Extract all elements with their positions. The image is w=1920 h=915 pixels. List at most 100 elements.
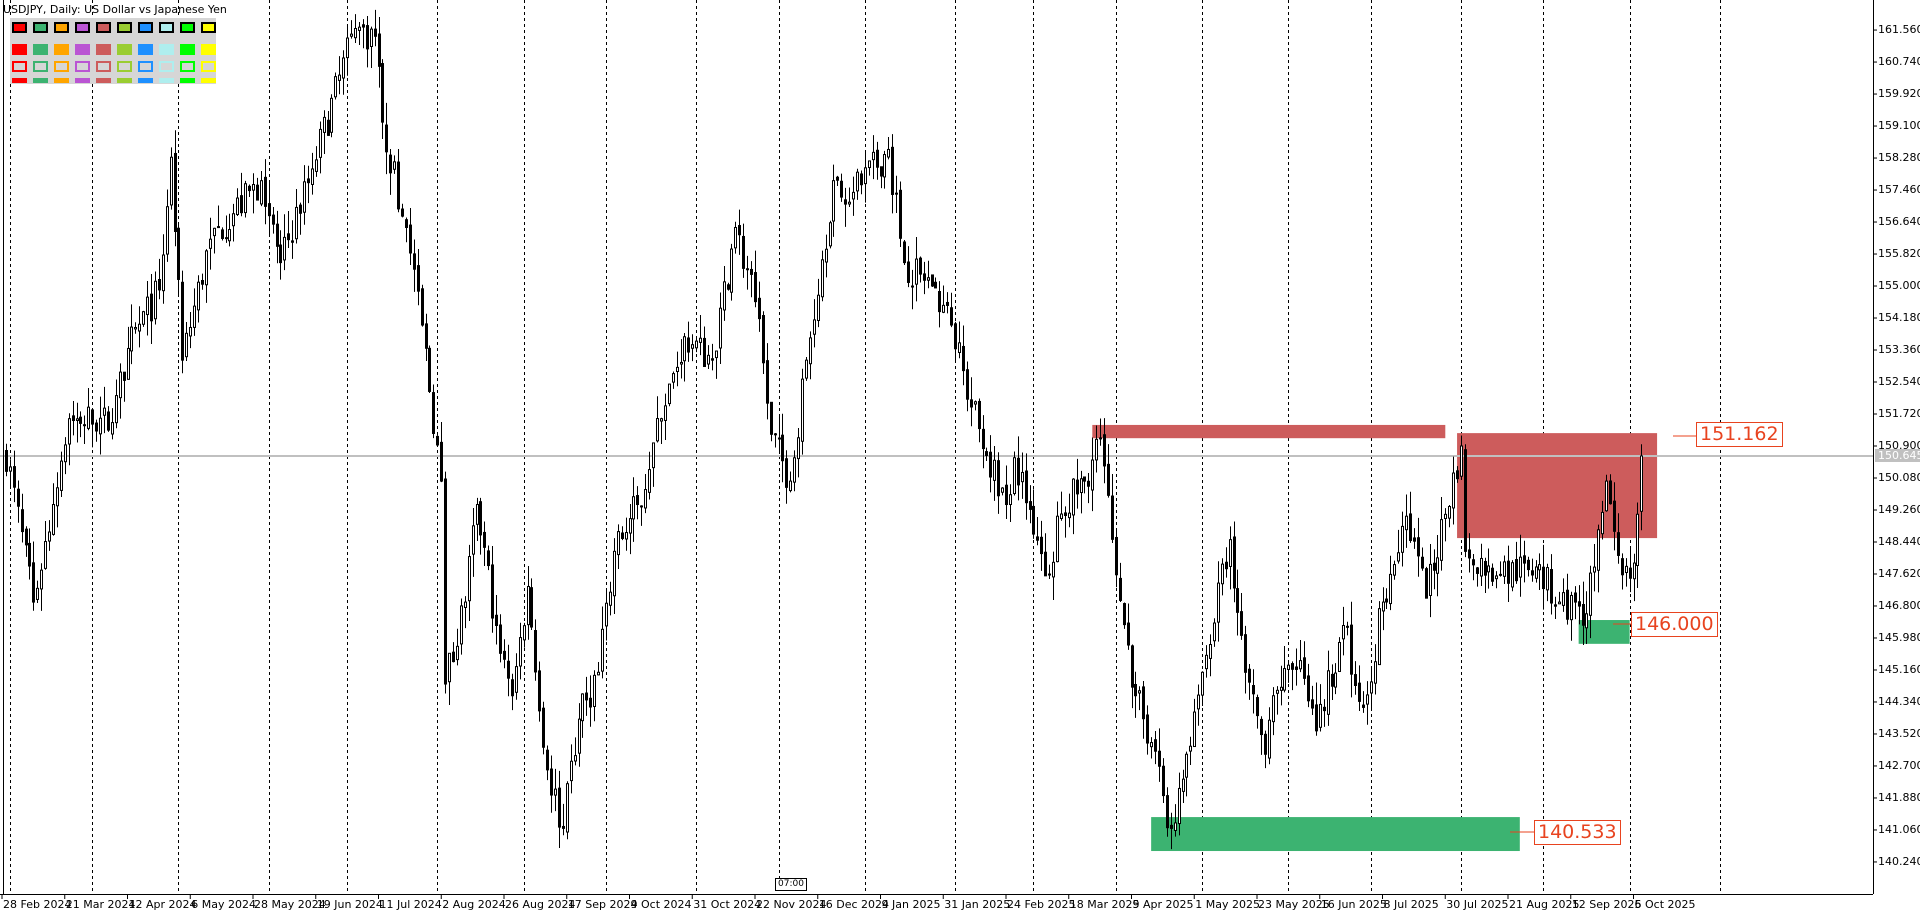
color-swatch-selected-bordered[interactable] [54, 22, 69, 33]
color-swatch-outlined[interactable] [12, 61, 27, 72]
color-swatch-solid[interactable] [54, 44, 69, 55]
color-swatch-outlined[interactable] [138, 61, 153, 72]
color-swatch-solid[interactable] [201, 44, 216, 55]
bull-candle [554, 788, 557, 796]
color-swatch-bar[interactable] [138, 78, 153, 83]
bear-candle [1491, 567, 1494, 582]
bull-candle [829, 222, 832, 247]
bear-candle [1032, 505, 1035, 535]
date-label: 16 Jun 2025 [1320, 898, 1387, 911]
demand-zone[interactable] [1578, 620, 1630, 644]
price-label: 148.440 [1878, 534, 1920, 548]
color-swatch-selected-bordered[interactable] [75, 22, 90, 33]
color-swatch-bar[interactable] [180, 78, 195, 83]
bear-candle [1119, 577, 1122, 601]
color-swatch-solid[interactable] [180, 44, 195, 55]
bear-candle [766, 360, 769, 404]
color-swatch-selected-bordered[interactable] [96, 22, 111, 33]
bull-candle [1558, 601, 1561, 605]
color-swatch-bar[interactable] [96, 78, 111, 83]
bear-candle [479, 501, 482, 536]
bull-candle [927, 277, 930, 281]
date-label: 9 Apr 2025 [1132, 898, 1194, 911]
bear-candle [703, 337, 706, 368]
bull-candle [1272, 695, 1275, 723]
bear-candle [860, 173, 863, 186]
color-swatch-solid[interactable] [33, 44, 48, 55]
level-label-151162[interactable]: 151.162 [1696, 422, 1783, 447]
bear-candle [754, 272, 757, 303]
color-swatch-selected-bordered[interactable] [180, 22, 195, 33]
bear-candle [1103, 434, 1106, 467]
bull-candle [283, 236, 286, 261]
bull-candle [605, 602, 608, 627]
color-swatch-bar[interactable] [159, 78, 174, 83]
bear-candle [880, 166, 883, 177]
bull-candle [1072, 478, 1075, 516]
level-label-146000[interactable]: 146.000 [1631, 612, 1718, 637]
bear-candle [558, 787, 561, 828]
demand-zone[interactable] [1151, 817, 1520, 852]
date-label: 30 Jul 2025 [1446, 898, 1509, 911]
color-swatch-bar[interactable] [33, 78, 48, 83]
color-swatch-solid[interactable] [75, 44, 90, 55]
bear-candle [911, 285, 914, 288]
color-swatch-solid[interactable] [12, 44, 27, 55]
color-swatch-selected-bordered[interactable] [159, 22, 174, 33]
color-swatch-outlined[interactable] [75, 61, 90, 72]
bull-candle [311, 168, 314, 185]
level-label-140533[interactable]: 140.533 [1534, 820, 1621, 845]
color-swatch-solid[interactable] [159, 44, 174, 55]
bull-candle [1378, 608, 1381, 666]
bull-candle [9, 466, 12, 472]
color-swatch-bar[interactable] [12, 78, 27, 83]
bear-candle [742, 235, 745, 269]
color-swatch-selected-bordered[interactable] [12, 22, 27, 33]
bull-candle [1013, 457, 1016, 495]
color-swatch-outlined[interactable] [54, 61, 69, 72]
date-label: 12 Apr 2024 [128, 898, 197, 911]
color-swatch-outlined[interactable] [159, 61, 174, 72]
time-marker-tag[interactable]: 07:00 [775, 878, 807, 891]
color-swatch-outlined[interactable] [201, 61, 216, 72]
bull-candle [476, 504, 479, 525]
bull-candle [625, 532, 628, 540]
bull-candle [44, 541, 47, 569]
bull-candle [723, 281, 726, 311]
color-swatch-bar[interactable] [54, 78, 69, 83]
price-label: 155.000 [1878, 279, 1920, 293]
color-swatch-outlined[interactable] [96, 61, 111, 72]
bear-candle [1523, 555, 1526, 564]
color-swatch-selected-bordered[interactable] [201, 22, 216, 33]
bull-candle [138, 323, 141, 332]
bear-candle [1064, 512, 1067, 517]
date-label: 11 Jul 2024 [379, 898, 442, 911]
supply-zone[interactable] [1457, 433, 1658, 539]
bull-candle [338, 74, 341, 81]
color-swatch-outlined[interactable] [117, 61, 132, 72]
color-swatch-selected-bordered[interactable] [138, 22, 153, 33]
color-swatch-outlined[interactable] [180, 61, 195, 72]
color-swatch-bar[interactable] [75, 78, 90, 83]
color-swatch-bar[interactable] [201, 78, 216, 83]
color-swatch-solid[interactable] [96, 44, 111, 55]
color-swatch-selected-bordered[interactable] [33, 22, 48, 33]
bull-candle [1601, 511, 1604, 535]
bear-candle [452, 651, 455, 663]
bear-candle [5, 450, 8, 472]
bear-candle [1582, 604, 1585, 626]
bull-candle [1401, 525, 1404, 553]
supply-zone[interactable] [1092, 424, 1446, 439]
bull-candle [640, 505, 643, 508]
color-swatch-solid[interactable] [138, 44, 153, 55]
bear-candle [440, 441, 443, 482]
color-swatch-selected-bordered[interactable] [117, 22, 132, 33]
bull-candle [185, 332, 188, 358]
color-swatch-bar[interactable] [117, 78, 132, 83]
bear-candle [636, 495, 639, 506]
bull-candle [683, 336, 686, 362]
chart-title: USDJPY, Daily: US Dollar vs Japanese Yen [3, 3, 227, 16]
color-swatch-outlined[interactable] [33, 61, 48, 72]
color-swatch-solid[interactable] [117, 44, 132, 55]
